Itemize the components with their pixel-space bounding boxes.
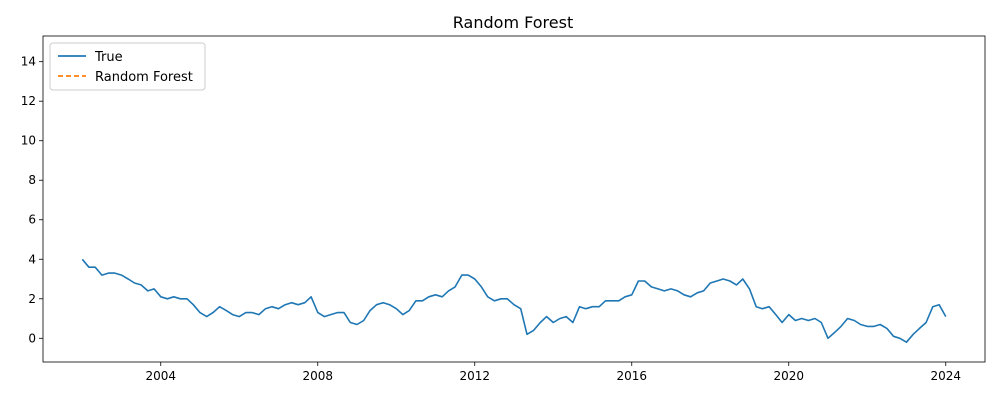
y-tick-label: 4 [28, 252, 36, 266]
y-tick-label: 0 [28, 331, 36, 345]
y-tick-label: 8 [28, 173, 36, 187]
x-tick-label: 2024 [930, 369, 961, 383]
x-tick-label: 2012 [459, 369, 490, 383]
series-line-true [81, 258, 947, 343]
y-tick-label: 12 [21, 94, 36, 108]
legend-label: True [94, 50, 123, 65]
y-tick-label: 6 [28, 213, 36, 227]
x-tick-label: 2016 [616, 369, 647, 383]
y-tick-label: 2 [28, 292, 36, 306]
plot-frame [42, 35, 986, 363]
y-tick-label: 10 [21, 134, 36, 148]
plot-area: 2004 2008 2012 2016 2020 2024 0 2 4 6 8 10 12 14 [21, 35, 986, 383]
y-tick-label: 14 [21, 55, 36, 69]
legend-label: Random Forest [95, 70, 193, 85]
legend-box [49, 42, 206, 91]
x-tick-label: 2020 [773, 369, 804, 383]
x-tick-label: 2004 [145, 369, 176, 383]
legend: True Random Forest [49, 42, 206, 91]
chart-title: Random Forest [453, 13, 573, 32]
x-tick-label: 2008 [302, 369, 333, 383]
